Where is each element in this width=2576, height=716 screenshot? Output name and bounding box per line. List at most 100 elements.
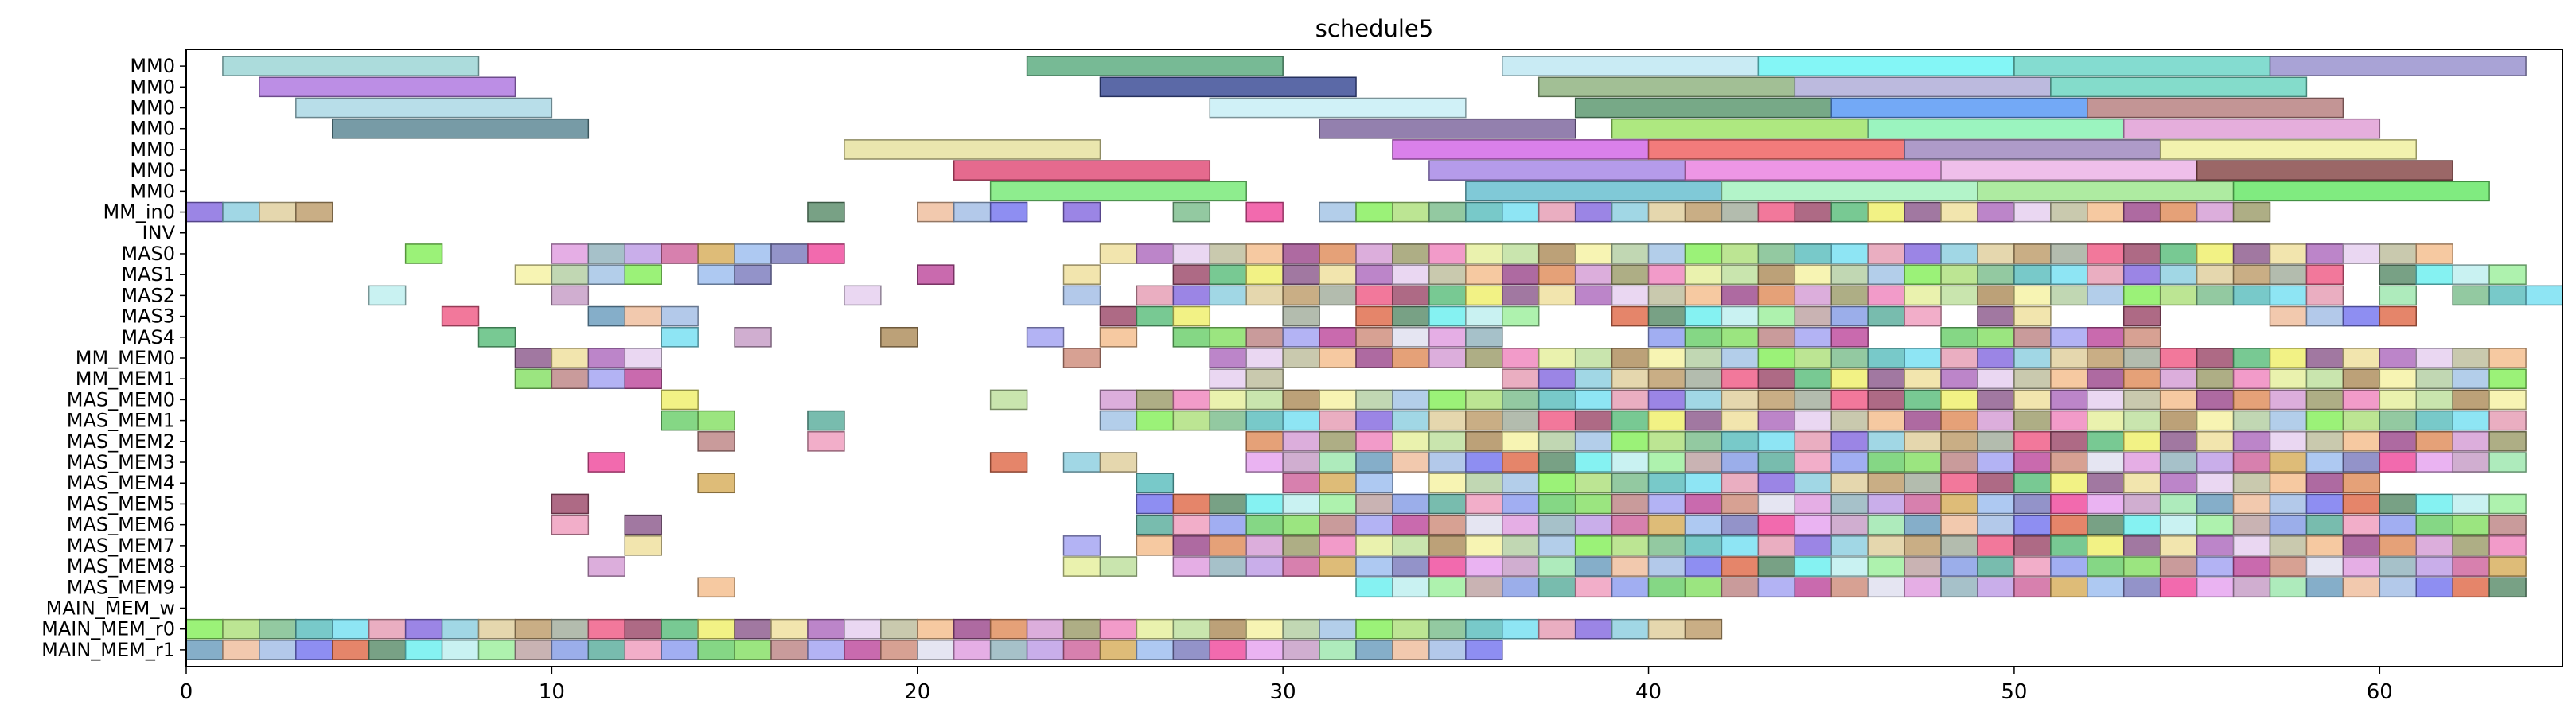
unit-cell	[1977, 535, 2015, 556]
unit-cell	[1757, 514, 1796, 535]
unit-cell	[2379, 348, 2417, 368]
unit-cell	[551, 618, 590, 640]
unit-cell	[1428, 431, 1467, 452]
unit-cell	[1940, 348, 1978, 368]
unit-cell	[1940, 514, 1978, 535]
unit-cell	[1502, 285, 1540, 306]
unit-cell	[1647, 201, 1686, 223]
unit-cell	[1904, 556, 1942, 577]
unit-cell	[1282, 326, 1320, 348]
bars-layer	[222, 56, 2527, 202]
unit-cell	[1319, 243, 1357, 264]
unit-cell	[1355, 243, 1393, 264]
unit-cell	[2050, 326, 2088, 348]
y-tick-label: MM0	[130, 97, 175, 119]
unit-cell	[2050, 243, 2088, 264]
unit-cell	[2269, 285, 2308, 306]
unit-cell	[222, 640, 260, 660]
unit-cell	[2196, 243, 2235, 264]
unit-cell	[1721, 285, 1760, 306]
unit-cell	[1282, 640, 1320, 660]
unit-cell	[2342, 514, 2381, 535]
unit-cell	[551, 243, 590, 264]
unit-cell	[1794, 452, 1832, 473]
unit-cell	[1209, 535, 1247, 556]
unit-cell	[1465, 410, 1503, 431]
x-axis: 0 10 20 30 40 50 60	[180, 667, 2393, 704]
unit-cell	[1465, 285, 1503, 306]
unit-cell	[1794, 305, 1832, 327]
unit-cell	[2342, 577, 2381, 598]
unit-cell	[1684, 348, 1723, 368]
unit-cell	[2415, 452, 2453, 473]
unit-cell	[661, 410, 699, 431]
unit-cell	[1355, 201, 1393, 223]
unit-cell	[2232, 577, 2271, 598]
unit-cell	[1392, 640, 1430, 660]
unit-cell	[1867, 389, 1905, 411]
unit-cell	[1574, 368, 1613, 390]
unit-cell	[1209, 640, 1247, 660]
task-bar	[844, 139, 1101, 160]
unit-cell	[2305, 535, 2344, 556]
unit-cell	[1904, 493, 1942, 515]
unit-cell	[1721, 556, 1760, 577]
unit-cell	[1867, 264, 1905, 285]
unit-cell	[1428, 326, 1467, 348]
unit-cell	[1392, 201, 1430, 223]
unit-cell	[1537, 368, 1576, 390]
unit-cell	[1502, 514, 1540, 535]
unit-cell	[2342, 556, 2381, 577]
unit-cell	[1465, 535, 1503, 556]
unit-cell	[2415, 348, 2453, 368]
unit-cell	[1136, 389, 1175, 411]
x-tick-label: 60	[2367, 680, 2393, 704]
unit-cell	[1574, 577, 1613, 598]
unit-cell	[1537, 243, 1576, 264]
unit-cell	[770, 618, 809, 640]
unit-cell	[2087, 452, 2125, 473]
unit-cell	[1977, 368, 2015, 390]
unit-cell	[1684, 473, 1723, 494]
unit-cell	[1794, 368, 1832, 390]
task-bar	[1465, 181, 1723, 202]
unit-cell	[587, 556, 626, 577]
unit-cell	[1136, 493, 1175, 515]
unit-cell	[368, 285, 407, 306]
unit-cell	[2379, 389, 2417, 411]
unit-cell	[1355, 493, 1393, 515]
unit-cell	[2050, 431, 2088, 452]
unit-cell	[1757, 577, 1796, 598]
unit-cell	[1940, 285, 1978, 306]
unit-cell	[624, 618, 662, 640]
unit-cell	[1502, 243, 1540, 264]
unit-cell	[1172, 305, 1211, 327]
unit-cell	[1940, 368, 1978, 390]
unit-cell	[2050, 285, 2088, 306]
unit-cell	[1245, 368, 1284, 390]
unit-cell	[1940, 535, 1978, 556]
unit-cell	[1794, 410, 1832, 431]
unit-cell	[2342, 389, 2381, 411]
task-bar	[2087, 97, 2344, 119]
unit-cell	[1428, 493, 1467, 515]
unit-cell	[2196, 264, 2235, 285]
unit-cell	[1794, 264, 1832, 285]
unit-cell	[2050, 493, 2088, 515]
unit-cell	[2452, 389, 2490, 411]
unit-cell	[1355, 410, 1393, 431]
unit-cell	[1319, 452, 1357, 473]
unit-cell	[1209, 493, 1247, 515]
unit-cell	[1392, 452, 1430, 473]
unit-cell	[1099, 410, 1138, 431]
unit-cell	[2196, 514, 2235, 535]
unit-cell	[2013, 243, 2052, 264]
unit-cell	[1721, 410, 1760, 431]
unit-cell	[1647, 348, 1686, 368]
unit-cell	[1830, 452, 1869, 473]
task-bar	[1209, 97, 1467, 119]
task-bar	[1319, 118, 1576, 139]
unit-cell	[2305, 264, 2344, 285]
unit-cell	[1647, 326, 1686, 348]
unit-cell	[624, 368, 662, 390]
